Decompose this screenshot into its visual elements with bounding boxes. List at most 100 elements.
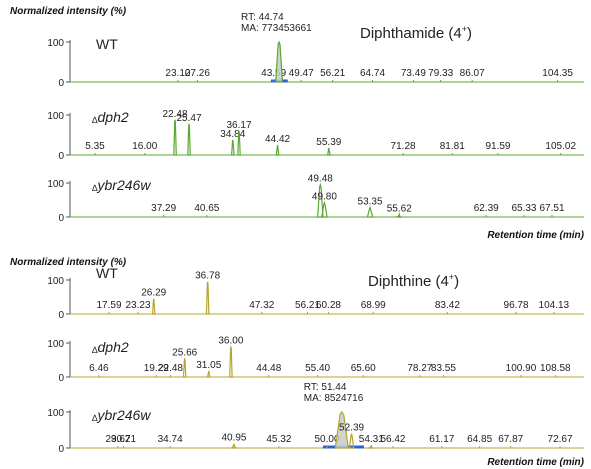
peak-label: 53.35 [358, 196, 383, 207]
peak-label: 49.80 [312, 192, 337, 203]
peak-label: 56.42 [380, 434, 405, 445]
y-tick-label: 100 [47, 38, 64, 49]
peak-label: 47.32 [249, 300, 274, 311]
peak-label: 55.40 [305, 363, 330, 374]
peak-label: 22.48 [163, 109, 188, 120]
x-axis-label: Retention time (min) [487, 230, 584, 241]
peak-label: 64.85 [467, 434, 492, 445]
peak-label: 91.59 [485, 141, 510, 152]
peak-label: 71.28 [391, 141, 416, 152]
peak-mark [275, 40, 284, 83]
peak-label: 65.33 [511, 203, 536, 214]
y-tick-label: 100 [47, 179, 64, 190]
peak-mark [229, 346, 233, 378]
peak-mark [182, 358, 187, 378]
y-tick-label: 0 [58, 151, 64, 162]
peak-label: 83.55 [431, 363, 456, 374]
peak-mark [205, 281, 210, 315]
peak-label: 100.90 [506, 363, 537, 374]
peak-mark [326, 147, 331, 156]
y-tick-label: 0 [58, 78, 64, 89]
peak-label: 17.59 [96, 300, 121, 311]
y-tick-label: 0 [58, 373, 64, 384]
peak-mark [187, 123, 191, 156]
peak-label: 25.47 [176, 113, 201, 124]
peak-label: 40.65 [194, 203, 219, 214]
panel-ybr246w: 100 0 37.29 40.65 49.48 49.80 53.35 55.62 62.39 6… [47, 174, 584, 224]
peak-label: 29.67 [105, 434, 130, 445]
peak-mark [173, 119, 177, 156]
section-ylabel: Normalized intensity (%) [10, 257, 127, 268]
compound-title: Diphthine (4+) [368, 272, 459, 290]
peak-mark [366, 205, 374, 218]
y-tick-label: 0 [58, 444, 64, 455]
peak-label: 79.33 [428, 68, 453, 79]
peak-label: 36.00 [218, 335, 243, 346]
peak-label: 68.99 [361, 300, 386, 311]
peak-label: 26.29 [141, 288, 166, 299]
strain-label: ∆dph2 [92, 339, 129, 355]
peak-label: 55.39 [316, 137, 341, 148]
peak-label: 55.62 [387, 203, 412, 214]
section-ylabel: Normalized intensity (%) [10, 6, 127, 17]
compound-title: Diphthamide (4+) [360, 24, 472, 42]
peak-label: 96.78 [504, 300, 529, 311]
strain-label: WT [96, 265, 118, 281]
peak-label: 67.51 [539, 203, 564, 214]
peak-label: 81.81 [440, 141, 465, 152]
peak-mark [366, 444, 374, 449]
peak-mark [230, 139, 235, 156]
peak-label: 22.48 [158, 363, 183, 374]
peak-label: 44.48 [256, 363, 281, 374]
peak-label: 56.21 [320, 68, 345, 79]
peak-label: 37.29 [151, 203, 176, 214]
peak-label: 78.27 [407, 363, 432, 374]
peak-label: 104.13 [539, 300, 570, 311]
peak-label: 31.05 [196, 360, 221, 371]
peak-mark [348, 433, 355, 449]
peak-label: 73.49 [401, 68, 426, 79]
peak-label: 5.35 [85, 141, 105, 152]
strain-label: ∆ybr246w [92, 177, 151, 193]
peak-label: 72.67 [548, 434, 573, 445]
peak-label: 34.74 [158, 434, 183, 445]
diphthine-section: Normalized intensity (%) Diphthine (4+) Re… [10, 257, 585, 468]
peak-label: 61.17 [429, 434, 454, 445]
peak-label: 27.26 [185, 68, 210, 79]
peak-label: 83.42 [435, 300, 460, 311]
peak-label: 105.02 [545, 141, 576, 152]
retention-time-note: RT: 44.74 [241, 12, 284, 23]
peak-label: 44.42 [265, 134, 290, 145]
peak-label: 52.39 [339, 423, 364, 434]
peak-label: 86.07 [460, 68, 485, 79]
peak-mark [275, 144, 280, 156]
peak-label: 16.00 [132, 141, 157, 152]
y-tick-label: 100 [47, 111, 64, 122]
peak-label: 56.21 [295, 300, 320, 311]
peak-label: 50.00 [314, 434, 339, 445]
peak-label: 104.35 [542, 68, 573, 79]
peak-mark [321, 200, 328, 218]
peak-label: 43.59 [261, 68, 286, 79]
peak-label: 34.84 [220, 129, 245, 140]
y-tick-label: 0 [58, 213, 64, 224]
y-tick-label: 100 [47, 276, 64, 287]
peak-label: 23.23 [125, 300, 150, 311]
peak-label: 108.58 [540, 363, 571, 374]
peak-mark [334, 410, 350, 449]
peak-label: 49.48 [308, 174, 333, 185]
peak-mark [206, 370, 211, 378]
y-tick-label: 100 [47, 408, 64, 419]
peak-label: 49.47 [289, 68, 314, 79]
peak-label: 64.74 [360, 68, 385, 79]
integrated-area-note: MA: 773453661 [241, 23, 312, 34]
peak-mark [230, 443, 238, 449]
peak-label: 62.39 [474, 203, 499, 214]
y-tick-label: 0 [58, 310, 64, 321]
peak-label: 36.17 [226, 120, 251, 131]
peak-label: 6.46 [89, 363, 109, 374]
